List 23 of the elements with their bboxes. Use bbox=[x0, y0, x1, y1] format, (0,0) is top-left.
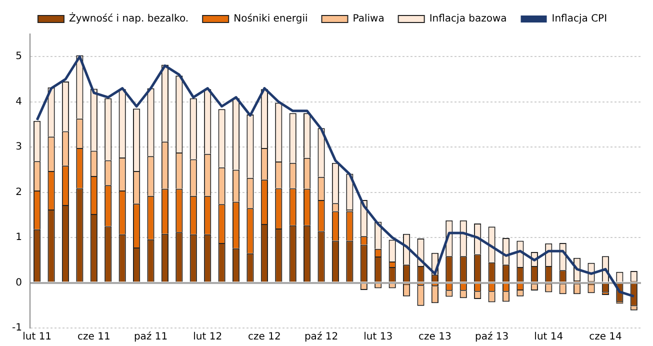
y-tick-label: 0 bbox=[16, 277, 22, 288]
legend-label: Paliwa bbox=[352, 14, 384, 25]
y-tick-label: 4 bbox=[16, 96, 22, 108]
x-tick-label: lut 11 bbox=[22, 332, 52, 343]
legend-label: Żywność i nap. bezalko. bbox=[68, 12, 189, 25]
y-tick-label: 3 bbox=[16, 142, 22, 153]
x-tick-label: lut 12 bbox=[193, 332, 222, 343]
x-tick-label: cze 13 bbox=[418, 332, 452, 343]
x-tick-label: paź 13 bbox=[474, 330, 509, 343]
x-tick-label: paź 11 bbox=[134, 330, 168, 343]
y-tick-label: 2 bbox=[16, 186, 22, 198]
y-tick-label: 1 bbox=[16, 232, 22, 244]
legend-label: Nośniki energii bbox=[234, 12, 308, 25]
legend-label: Inflacja CPI bbox=[552, 14, 608, 25]
x-tick-label: cze 11 bbox=[78, 332, 110, 343]
x-tick-label: paź 12 bbox=[304, 330, 338, 343]
x-tick-label: lut 13 bbox=[364, 332, 393, 343]
x-tick-label: lut 14 bbox=[534, 332, 564, 343]
x-tick-label: cze 12 bbox=[248, 332, 281, 343]
x-tick-label: cze 14 bbox=[589, 332, 622, 343]
y-tick-label: -1 bbox=[12, 322, 22, 334]
y-tick-label: 5 bbox=[16, 51, 22, 62]
legend-label: Inflacja bazowa bbox=[429, 14, 507, 25]
